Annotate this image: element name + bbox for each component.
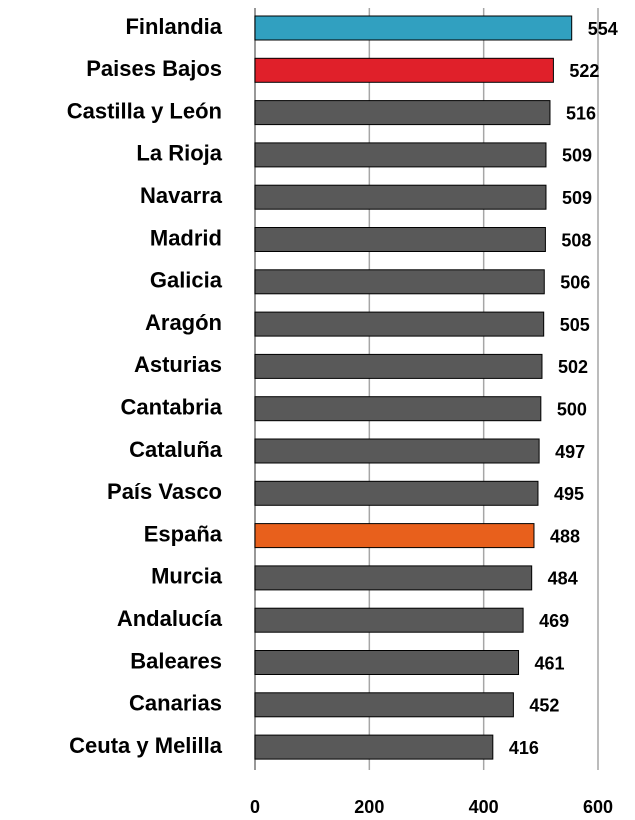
bar [254, 734, 494, 760]
x-tick-label: 200 [354, 797, 384, 817]
value-label: 508 [561, 230, 591, 250]
bar [254, 565, 533, 591]
value-label: 461 [535, 653, 565, 673]
bar [254, 692, 514, 718]
value-label: 488 [550, 526, 580, 546]
category-label: España [144, 521, 223, 546]
value-label: 506 [560, 273, 590, 293]
value-label: 500 [557, 399, 587, 419]
value-label: 497 [555, 442, 585, 462]
bar [254, 480, 539, 506]
category-label: Ceuta y Melilla [69, 733, 223, 758]
value-label: 469 [539, 611, 569, 631]
category-label: Canarias [129, 691, 222, 716]
category-label: Navarra [140, 183, 223, 208]
value-label: 522 [569, 61, 599, 81]
bar [254, 607, 524, 633]
x-tick-label: 0 [250, 797, 260, 817]
category-label: Andalucía [117, 606, 223, 631]
bar [254, 57, 554, 83]
value-label: 416 [509, 738, 539, 758]
category-label: Madrid [150, 225, 222, 250]
category-label: Paises Bajos [86, 56, 222, 81]
value-label: 484 [548, 569, 578, 589]
category-label: Asturias [134, 352, 222, 377]
category-label: Murcia [151, 564, 223, 589]
category-label: Galicia [150, 268, 223, 293]
value-label: 505 [560, 315, 590, 335]
category-label: Aragón [145, 310, 222, 335]
category-label: La Rioja [136, 141, 222, 166]
value-label: 452 [529, 696, 559, 716]
bar [254, 523, 535, 549]
bar [254, 650, 520, 675]
bar [254, 15, 573, 41]
bar [254, 269, 545, 295]
bar [254, 353, 543, 379]
value-label: 516 [566, 103, 596, 123]
value-label: 509 [562, 188, 592, 208]
bar [254, 438, 540, 464]
category-label: Cataluña [129, 437, 223, 462]
bar [254, 227, 546, 252]
value-label: 495 [554, 484, 584, 504]
x-tick-label: 600 [583, 797, 613, 817]
bar [254, 142, 547, 168]
value-label: 509 [562, 146, 592, 166]
value-label: 502 [558, 357, 588, 377]
bar [254, 184, 547, 210]
value-label: 554 [588, 19, 618, 39]
bar [254, 311, 545, 337]
x-tick-label: 400 [469, 797, 499, 817]
bar [254, 396, 542, 422]
category-label: Finlandia [125, 14, 222, 39]
bar [254, 100, 551, 126]
category-label: País Vasco [107, 479, 222, 504]
category-label: Cantabria [121, 395, 223, 420]
category-label: Baleares [130, 648, 222, 673]
category-label: Castilla y León [67, 98, 222, 123]
